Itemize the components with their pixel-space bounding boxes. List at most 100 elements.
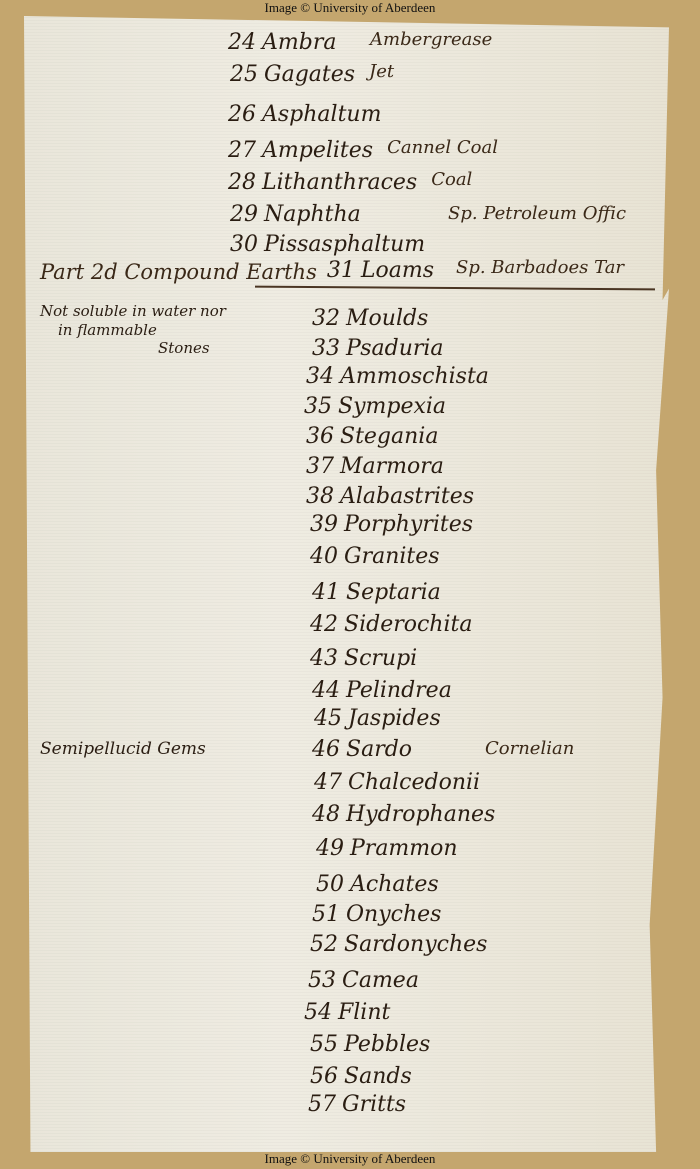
entry-number: 44 [312,678,340,703]
entry-name: Asphaltum [262,102,382,127]
list-item: 32 Moulds [312,306,428,331]
list-item: 46 Sardo [312,737,412,762]
entry-name: Scrupi [344,646,418,671]
entry-name: Loams [360,258,434,283]
entry-number: 30 [230,232,258,257]
entry-name: Ammoschista [340,364,489,389]
list-item: 24 Ambra [228,30,336,55]
entry-number: 32 [312,306,340,331]
entry-name: Gagates [264,62,356,87]
entry-number: 49 [316,836,344,861]
list-item: 42 Siderochita [310,612,472,637]
list-item: 27 Ampelites [228,138,373,163]
list-item: 44 Pelindrea [312,678,452,703]
entry-name: Jaspides [348,706,441,731]
list-item: 36 Stegania [306,424,438,449]
entry-name: Sardo [346,737,413,762]
entry-number: 36 [306,424,334,449]
list-item: 57 Gritts [308,1092,406,1117]
left-note-line3: Stones [158,339,210,357]
list-item: 25 Gagates [230,62,355,87]
list-item: 34 Ammoschista [306,364,489,389]
entry-number: 43 [310,646,338,671]
entry-name: Sympexia [338,394,447,419]
entry-name: Chalcedonii [348,770,481,795]
entry-name: Ambra [262,30,337,55]
list-item: 40 Granites [310,544,440,569]
list-item: 49 Prammon [316,836,458,861]
entry-number: 54 [304,1000,332,1025]
entry-number: 52 [310,932,338,957]
list-item: 52 Sardonyches [310,932,487,957]
entry-number: 42 [310,612,338,637]
entry-name: Flint [338,1000,391,1025]
left-note-line1: Not soluble in water nor [40,302,226,320]
entry-name: Lithanthraces [262,170,418,195]
entry-number: 34 [306,364,334,389]
entry-number: 33 [312,336,340,361]
entry-name: Sardonyches [344,932,488,957]
list-item: 39 Porphyrites [310,512,473,537]
entry-number: 53 [308,968,336,993]
entry-note: Cornelian [485,738,575,759]
list-item: 47 Chalcedonii [314,770,480,795]
entry-note: Jet [369,61,395,82]
entry-name: Porphyrites [344,512,474,537]
entry-name: Granites [344,544,440,569]
list-item: 54 Flint [304,1000,390,1025]
left-note-line2: in flammable [58,321,157,339]
entry-name: Prammon [350,836,458,861]
list-item: 38 Alabastrites [306,484,474,509]
manuscript-page [24,16,669,1152]
entry-number: 56 [310,1064,338,1089]
entry-number: 55 [310,1032,338,1057]
entry-name: Marmora [340,454,444,479]
entry-number: 40 [310,544,338,569]
entry-name: Ampelites [262,138,374,163]
list-item: 35 Sympexia [304,394,446,419]
entry-number: 51 [312,902,340,927]
list-item: 50 Achates [316,872,439,897]
list-item: 33 Psaduria [312,336,444,361]
list-item: 31 Loams [327,258,434,283]
entry-number: 24 [228,30,256,55]
list-item: 41 Septaria [312,580,441,605]
entry-number: 46 [312,737,340,762]
entry-name: Onyches [346,902,442,927]
list-item: 30 Pissasphaltum [230,232,425,257]
list-item: 53 Camea [308,968,419,993]
entry-number: 38 [306,484,334,509]
entry-number: 41 [312,580,340,605]
entry-note: Ambergrease [370,29,493,50]
entry-name: Camea [342,968,419,993]
entry-note: Coal [431,169,473,190]
entry-name: Hydrophanes [346,802,496,827]
list-item: 45 Jaspides [314,706,441,731]
entry-number: 31 [326,258,355,283]
list-item: 43 Scrupi [310,646,417,671]
left-note-gems: Semipellucid Gems [40,739,206,759]
entry-note: Sp. Barbadoes Tar [456,257,625,278]
entry-number: 47 [314,770,342,795]
entry-name: Pelindrea [346,678,452,703]
entry-number: 29 [230,202,258,227]
entry-note: Cannel Coal [387,137,498,158]
entry-number: 26 [228,102,256,127]
entry-name: Septaria [346,580,441,605]
entry-number: 57 [308,1092,336,1117]
entry-number: 45 [314,706,342,731]
entry-name: Stegania [340,424,439,449]
entry-number: 48 [312,802,340,827]
image-credit-top: Image © University of Aberdeen [264,0,436,15]
entry-name: Psaduria [346,336,444,361]
entry-name: Alabastrites [340,484,475,509]
entry-number: 39 [310,512,338,537]
list-item: 28 Lithanthraces [228,170,417,195]
image-credit-bottom: Image © University of Aberdeen [264,1151,436,1166]
entry-number: 35 [304,394,332,419]
list-item: 55 Pebbles [310,1032,430,1057]
entry-name: Gritts [342,1092,407,1117]
list-item: 26 Asphaltum [228,102,381,127]
entry-name: Naphtha [264,202,361,227]
entry-number: 27 [228,138,256,163]
